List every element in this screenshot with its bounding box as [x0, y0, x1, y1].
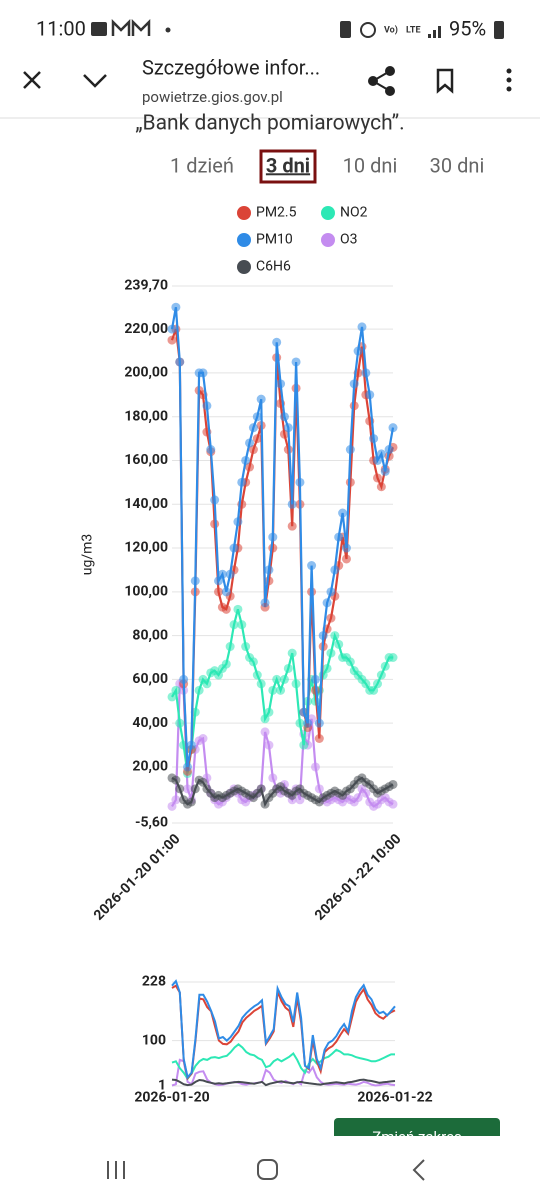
signal-icon — [428, 26, 441, 38]
volte-icon: Vo) — [384, 24, 398, 35]
y-tick-label: 60,00 — [132, 671, 168, 687]
nav-x-tick-label: 2026-01-20 — [134, 1090, 209, 1106]
legend-label[interactable]: O3 — [340, 232, 358, 248]
bookmark-button[interactable] — [436, 68, 454, 94]
battery-text: 95% — [449, 16, 486, 40]
data-point — [291, 357, 301, 367]
nav-bar — [0, 1136, 540, 1200]
data-point — [307, 561, 317, 571]
nav-y-tick-label: 1 — [158, 1078, 166, 1094]
menu-button[interactable] — [506, 68, 512, 92]
mail-icon — [111, 18, 151, 36]
legend-label[interactable]: PM2.5 — [256, 205, 297, 221]
home-button[interactable] — [257, 1159, 278, 1180]
series-line — [170, 307, 395, 768]
y-tick-label: 100,00 — [124, 584, 168, 600]
x-tick-label: 2026-01-22 10:00 — [312, 831, 405, 924]
tabs: 1 dzień 3 dni 10 dni 30 dni — [170, 149, 485, 184]
y-tick-label: 140,00 — [124, 496, 168, 512]
dot-icon — [165, 27, 171, 33]
lte-icon: LTE — [406, 25, 421, 35]
share-button[interactable] — [368, 66, 395, 96]
y-tick-label: 200,00 — [124, 365, 168, 381]
nav-series-line — [171, 1078, 396, 1087]
nav-series-line — [171, 984, 396, 1081]
close-button[interactable] — [23, 71, 41, 89]
charts: PM2.5 NO2 PM10 O3 C6H6 -5,60 20,00 40,00 60,00 80… — [80, 205, 433, 1106]
nav-y-tick-label: 100 — [142, 1032, 166, 1048]
intro-text: „Bank danych pomiarowych”. — [135, 112, 404, 136]
y-axis-title: ug/m3 — [80, 534, 96, 576]
nav-y-tick-label: 228 — [142, 974, 166, 990]
back-button[interactable] — [412, 1159, 425, 1181]
series-line — [171, 609, 393, 774]
range-tab[interactable]: 30 dni — [430, 153, 485, 177]
status-icon — [340, 21, 351, 38]
y-tick-label: 239,70 — [124, 278, 168, 294]
range-tab[interactable]: 10 dni — [343, 153, 398, 177]
legend-label[interactable]: PM10 — [256, 232, 293, 248]
y-tick-label: 120,00 — [124, 540, 168, 556]
y-tick-label: 180,00 — [124, 408, 168, 424]
nav-series-line — [171, 979, 396, 1080]
legend-marker[interactable] — [321, 206, 335, 220]
y-tick-label: -5,60 — [135, 815, 168, 831]
y-tick-label: 20,00 — [132, 759, 168, 775]
data-point — [388, 779, 398, 789]
legend-marker[interactable] — [237, 260, 251, 274]
gallery-icon — [91, 22, 107, 36]
legend-marker[interactable] — [237, 233, 251, 247]
y-tick-label: 160,00 — [124, 452, 168, 468]
nav-x-tick-label: 2026-01-22 — [357, 1090, 432, 1106]
legend-marker[interactable] — [237, 206, 251, 220]
clock: 11:00 — [36, 16, 86, 40]
page-title: Szczegółowe infor... — [142, 55, 320, 79]
legend-marker[interactable] — [321, 233, 335, 247]
nav-series-line — [171, 1043, 395, 1081]
range-tab[interactable]: 1 dzień — [170, 153, 234, 177]
data-point — [167, 324, 177, 334]
range-tab[interactable]: 3 dni — [266, 153, 310, 177]
legend-label[interactable]: NO2 — [340, 205, 368, 221]
y-tick-label: 40,00 — [132, 715, 168, 731]
legend-label[interactable]: C6H6 — [256, 259, 291, 275]
series-line — [171, 776, 394, 808]
selected-tab-frame — [259, 149, 317, 184]
alarm-icon — [360, 22, 376, 38]
x-tick-label: 2026-01-20 01:00 — [91, 831, 184, 924]
y-tick-label: 80,00 — [132, 627, 168, 643]
battery-icon — [494, 21, 504, 39]
collapse-button[interactable] — [83, 74, 107, 88]
recents-button[interactable] — [107, 1161, 125, 1179]
page-url: powietrze.gios.gov.pl — [142, 88, 283, 106]
y-tick-label: 220,00 — [124, 321, 168, 337]
